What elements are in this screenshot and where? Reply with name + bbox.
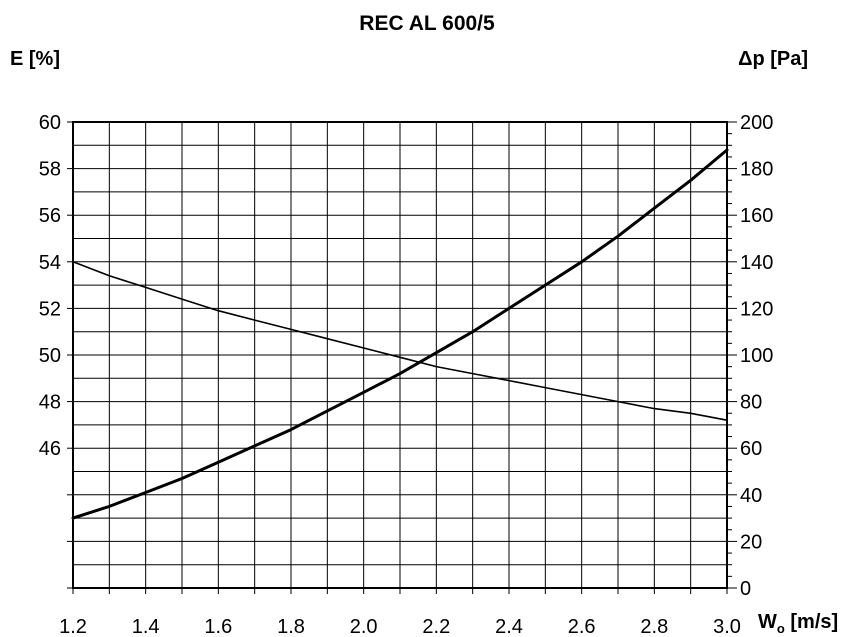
x-axis-label-unit: [m/s] xyxy=(784,611,839,633)
series-group xyxy=(71,148,729,520)
x-tick-label: 2.8 xyxy=(640,616,668,637)
x-tick-label: 1.4 xyxy=(132,616,160,637)
y-left-tick-label: 50 xyxy=(39,345,61,367)
x-axis-label-main: W xyxy=(758,611,777,633)
grid xyxy=(73,122,727,588)
y-right-tick-label: 140 xyxy=(740,252,773,274)
x-tick-label: 2.0 xyxy=(350,616,378,637)
x-tick-label: 1.8 xyxy=(277,616,305,637)
y-left-tick-label: 56 xyxy=(39,205,61,227)
pressure-drop-curve xyxy=(71,148,729,520)
y-right-tick-label: 40 xyxy=(740,485,762,507)
x-tick-label: 2.4 xyxy=(495,616,523,637)
y-right-tick-label: 100 xyxy=(740,345,773,367)
x-axis-label-subscript: o xyxy=(776,621,785,636)
plot-frame xyxy=(72,121,728,589)
y-axis-right-label: Δp [Pa] xyxy=(738,48,808,70)
tick-labels: 1.2 1.4 1.6 1.8 2.0 2.2 2.4 2.6 2.8 3.0 60 58 56 54 52… xyxy=(39,112,774,637)
y-left-tick-label: 54 xyxy=(39,252,61,274)
chart-title: REC AL 600/5 xyxy=(359,12,495,35)
y-right-tick-label: 160 xyxy=(740,205,773,227)
efficiency-curve xyxy=(72,260,728,422)
y-right-tick-label: 20 xyxy=(740,531,762,553)
y-right-tick-label: 200 xyxy=(740,112,773,134)
y-axis-left-label: E [%] xyxy=(10,48,60,70)
y-left-tick-label: 48 xyxy=(39,392,61,414)
y-right-tick-label: 180 xyxy=(740,159,773,181)
y-right-tick-label: 60 xyxy=(740,438,762,460)
x-tick-label: 2.2 xyxy=(422,616,450,637)
y-left-tick-label: 58 xyxy=(39,159,61,181)
y-right-tick-label: 0 xyxy=(740,578,751,600)
y-right-tick-label: 80 xyxy=(740,392,762,414)
y-right-tick-label: 120 xyxy=(740,298,773,320)
x-tick-label: 2.6 xyxy=(568,616,596,637)
y-left-tick-label: 52 xyxy=(39,298,61,320)
x-tick-label: 3.0 xyxy=(713,616,741,637)
x-axis-label: Wo [m/s] xyxy=(758,611,839,636)
x-tick-label: 1.6 xyxy=(204,616,232,637)
y-left-tick-label: 60 xyxy=(39,112,61,134)
y-left-tick-label: 46 xyxy=(39,438,61,460)
x-tick-label: 1.2 xyxy=(59,616,87,637)
